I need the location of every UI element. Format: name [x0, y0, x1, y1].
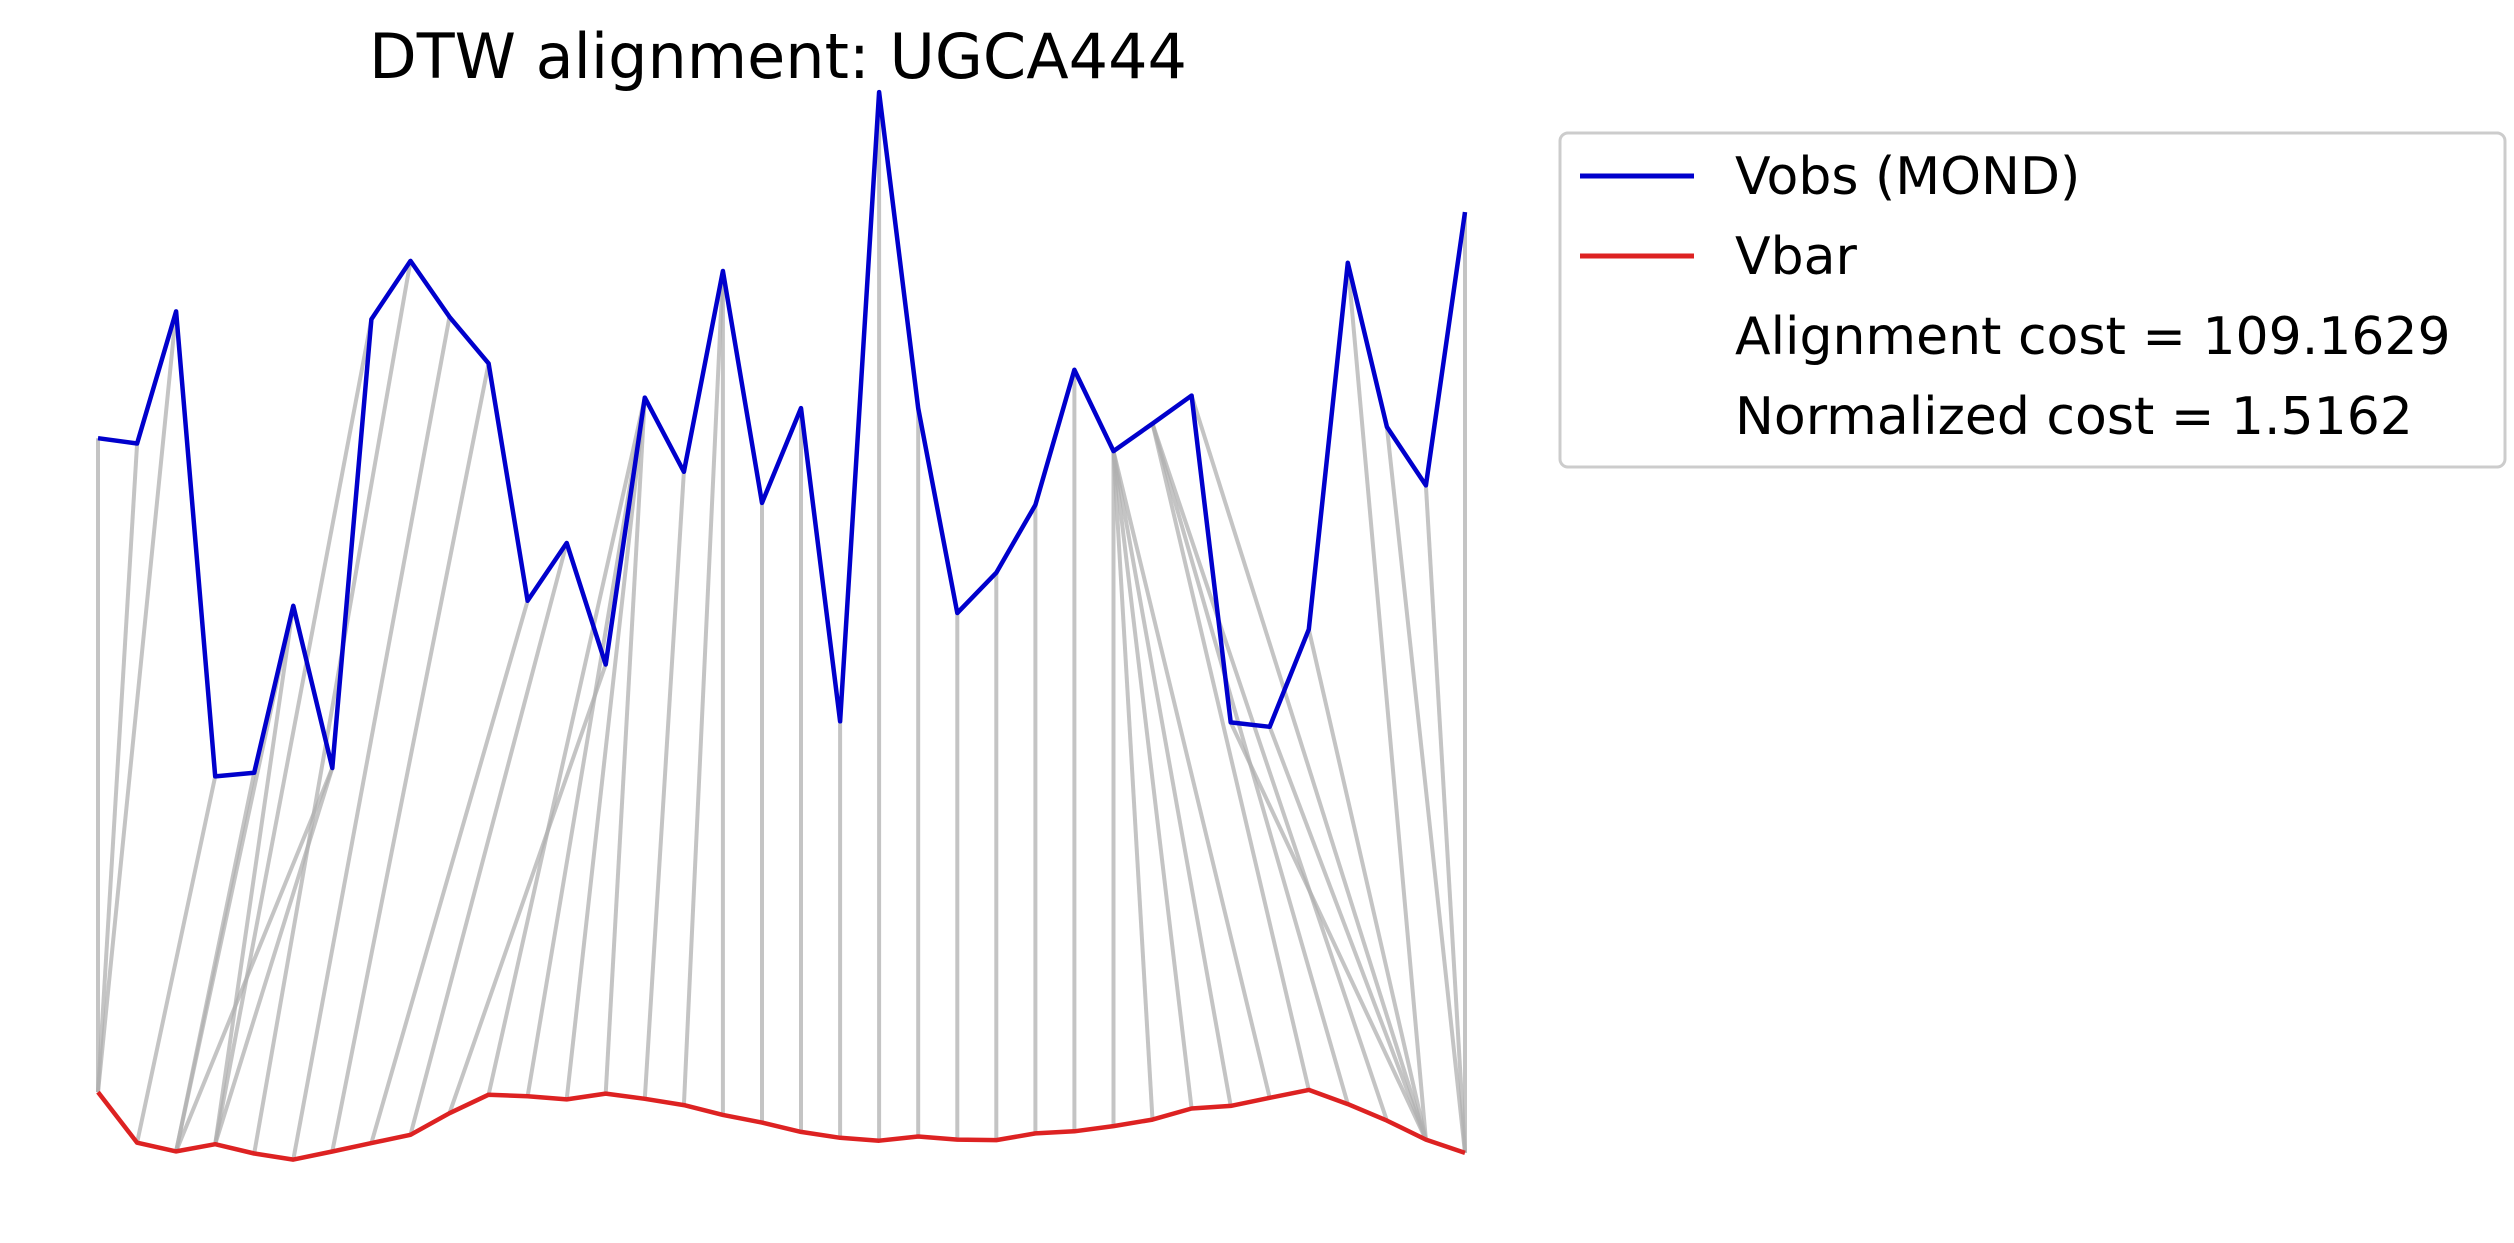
alignment-connector: [213, 767, 335, 1145]
alignment-connector: [1345, 262, 1428, 1140]
alignment-connector: [96, 443, 140, 1093]
alignment-connector: [1111, 450, 1233, 1107]
alignment-connector: [1267, 726, 1428, 1141]
alignment-connector: [408, 542, 569, 1136]
alignment-connector: [1228, 721, 1428, 1141]
chart-title: DTW alignment: UGCA444: [369, 20, 1187, 93]
series-lines: [96, 89, 1468, 1162]
alignment-connector: [603, 397, 647, 1094]
alignment-connector: [1111, 450, 1272, 1099]
plot-area: [96, 89, 1468, 1162]
alignment-connector: [642, 471, 686, 1099]
alignment-connector: [1384, 426, 1467, 1154]
alignment-connector: [486, 397, 647, 1096]
alignment-connector: [1423, 485, 1467, 1154]
alignment-connector: [330, 363, 491, 1152]
alignment-connector: [1111, 450, 1194, 1109]
alignment-connector: [174, 767, 335, 1153]
legend-label-vobs: Vobs (MOND): [1735, 147, 2080, 207]
legend-normalized-cost: Normalized cost = 1.5162: [1735, 387, 2413, 447]
alignment-connector: [1189, 394, 1428, 1141]
legend-label-vbar: Vbar: [1735, 227, 1857, 287]
alignment-connector: [1111, 450, 1155, 1120]
alignment-connector: [213, 605, 296, 1145]
legend-frame: [1558, 131, 2507, 469]
alignment-connectors: [96, 92, 1467, 1160]
alignment-connector: [135, 775, 218, 1144]
series-line-vbar: [96, 1087, 1466, 1162]
legend: Vobs (MOND) Vbar Alignment cost = 109.16…: [1558, 131, 2507, 469]
alignment-connector: [681, 270, 725, 1106]
alignment-connector: [525, 397, 647, 1097]
alignment-connector: [213, 318, 374, 1145]
alignment-connector: [447, 663, 608, 1114]
alignment-connector: [369, 600, 530, 1144]
alignment-connector: [564, 397, 647, 1100]
alignment-connector: [96, 311, 179, 1093]
legend-alignment-cost: Alignment cost = 109.1629: [1735, 307, 2451, 367]
alignment-connector: [1306, 628, 1428, 1141]
alignment-connector: [291, 316, 452, 1160]
alignment-connector: [252, 260, 413, 1154]
alignment-connector: [1150, 423, 1311, 1091]
series-line-vobs: [97, 89, 1468, 779]
alignment-connector: [1150, 422, 1389, 1122]
